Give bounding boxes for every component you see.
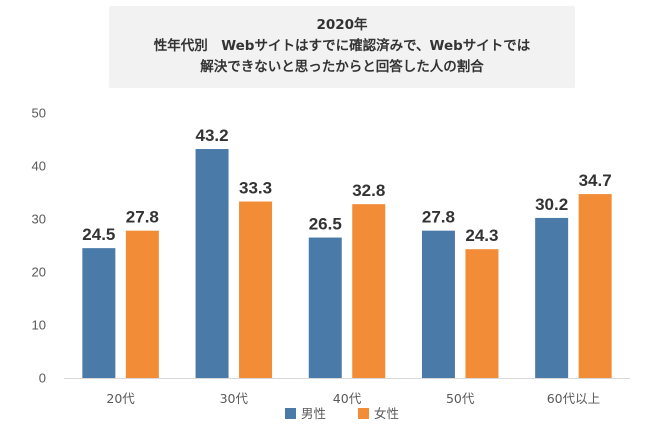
x-tick-label: 20代 <box>106 391 135 406</box>
y-tick-label: 0 <box>39 371 46 386</box>
y-tick-label: 30 <box>32 212 46 227</box>
chart-title-line-1: 2020年 <box>316 17 368 33</box>
data-label: 33.3 <box>239 179 272 198</box>
data-label: 30.2 <box>535 195 568 214</box>
chart-title: 2020年 性年代別 Webサイトはすでに確認済みで、Webサイトでは 解決でき… <box>109 6 575 88</box>
x-tick-label: 40代 <box>333 391 362 406</box>
data-label: 24.5 <box>82 225 115 244</box>
bar-male <box>535 217 569 378</box>
bar-male <box>421 230 455 378</box>
legend-label: 女性 <box>374 406 399 421</box>
bar-male <box>308 237 342 378</box>
y-tick-label: 20 <box>32 265 46 280</box>
bar-female <box>578 194 612 378</box>
bar-female <box>125 230 159 378</box>
data-label: 32.8 <box>352 181 385 200</box>
y-tick-label: 10 <box>32 318 46 333</box>
data-label: 43.2 <box>196 126 229 145</box>
legend-swatch-female <box>358 408 369 419</box>
bar-male <box>82 248 116 378</box>
chart-title-line-2: 性年代別 Webサイトはすでに確認済みで、Webサイトでは <box>153 38 531 54</box>
legend-swatch-male <box>285 408 296 419</box>
x-tick-label: 30代 <box>220 391 249 406</box>
data-label: 27.8 <box>126 208 159 227</box>
bar-female <box>239 201 273 378</box>
data-label: 34.7 <box>579 171 612 190</box>
bar-female <box>465 249 499 378</box>
data-label: 26.5 <box>309 215 342 234</box>
bar-male <box>195 149 229 378</box>
y-tick-label: 50 <box>32 106 46 121</box>
x-tick-label: 50代 <box>446 391 475 406</box>
chart-title-line-3: 解決できないと思ったからと回答した人の割合 <box>200 59 484 75</box>
x-tick-label: 60代以上 <box>547 391 600 406</box>
bar-female <box>352 204 386 378</box>
data-label: 27.8 <box>422 208 455 227</box>
legend-label: 男性 <box>301 406 326 421</box>
data-label: 24.3 <box>465 226 498 245</box>
y-tick-label: 40 <box>32 159 46 174</box>
